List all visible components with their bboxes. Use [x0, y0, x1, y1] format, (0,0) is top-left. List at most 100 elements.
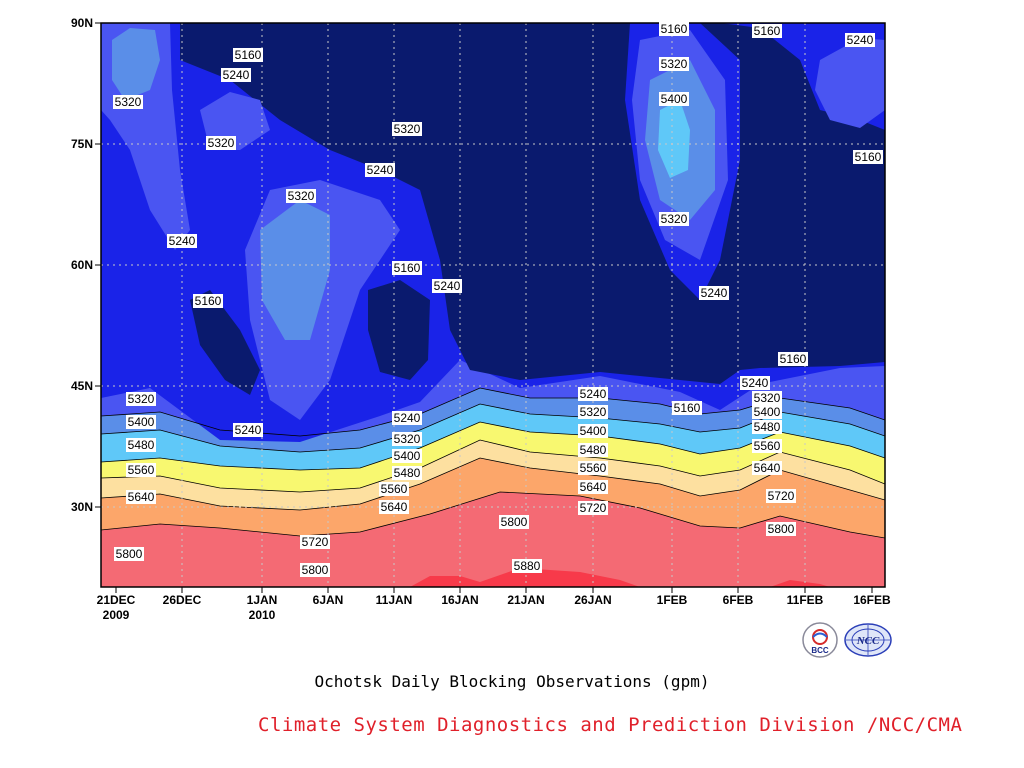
contour-label: 5240 — [845, 33, 875, 47]
x-tick-label: 26DEC — [163, 593, 202, 607]
contour-label: 5400 — [578, 424, 608, 438]
contour-label: 5400 — [126, 415, 156, 429]
svg-text:5400: 5400 — [754, 405, 781, 419]
contour-label: 5320 — [392, 432, 422, 446]
svg-text:5240: 5240 — [847, 33, 874, 47]
ncc-logo: NCC — [843, 622, 893, 658]
contour-label: 5800 — [300, 563, 330, 577]
svg-text:5160: 5160 — [674, 401, 701, 415]
svg-text:5320: 5320 — [394, 432, 421, 446]
plot-frame — [100, 22, 886, 588]
svg-text:5240: 5240 — [367, 163, 394, 177]
y-tick-label: 90N — [71, 16, 93, 30]
svg-text:5160: 5160 — [661, 22, 688, 36]
svg-text:5640: 5640 — [128, 490, 155, 504]
contour-label: 5240 — [578, 387, 608, 401]
svg-text:5640: 5640 — [754, 461, 781, 475]
contour-label: 5400 — [392, 449, 422, 463]
contour-label: 5320 — [392, 122, 422, 136]
contour-label: 5400 — [659, 92, 689, 106]
svg-text:5480: 5480 — [128, 438, 155, 452]
x-tick-label: 6FEB — [723, 593, 754, 607]
contour-label: 5240 — [233, 423, 263, 437]
svg-text:5240: 5240 — [223, 68, 250, 82]
contour-label: 5320 — [126, 392, 156, 406]
y-axis: 90N 75N 60N 45N 30N — [71, 16, 101, 514]
x-tick-label: 16JAN — [441, 593, 478, 607]
x-tick-label: 6JAN — [313, 593, 344, 607]
svg-text:5240: 5240 — [580, 387, 607, 401]
svg-text:5800: 5800 — [501, 515, 528, 529]
ncc-logo-text: NCC — [856, 635, 880, 647]
contour-label: 5640 — [126, 490, 156, 504]
svg-text:5400: 5400 — [394, 449, 421, 463]
contour-label: 5160 — [853, 150, 883, 164]
contour-label: 5480 — [578, 443, 608, 457]
contour-label: 5880 — [512, 559, 542, 573]
credit-line: Climate System Diagnostics and Predictio… — [258, 714, 963, 736]
contour-label: 5320 — [752, 391, 782, 405]
contour-label: 5560 — [126, 463, 156, 477]
svg-text:5480: 5480 — [580, 443, 607, 457]
x-tick-label: 21JAN — [507, 593, 544, 607]
svg-text:5400: 5400 — [661, 92, 688, 106]
band-5880-hot-right — [770, 580, 830, 587]
x-tick-sublabel: 2009 — [103, 608, 130, 622]
contour-label: 5560 — [752, 439, 782, 453]
contour-label: 5160 — [233, 48, 263, 62]
contour-label: 5560 — [578, 461, 608, 475]
contour-label: 5480 — [126, 438, 156, 452]
band-5880-hot — [410, 568, 640, 587]
contour-label: 5800 — [114, 547, 144, 561]
contour-label: 5320 — [113, 95, 143, 109]
contour-label: 5160 — [193, 294, 223, 308]
svg-text:5240: 5240 — [169, 234, 196, 248]
svg-text:5480: 5480 — [754, 420, 781, 434]
contour-label: 5160 — [752, 24, 782, 38]
svg-text:5320: 5320 — [580, 405, 607, 419]
blob-5480-feb — [658, 100, 690, 178]
contour-label: 5720 — [300, 535, 330, 549]
contour-label: 5640 — [379, 500, 409, 514]
svg-text:5560: 5560 — [128, 463, 155, 477]
svg-text:5240: 5240 — [434, 279, 461, 293]
svg-text:5320: 5320 — [288, 189, 315, 203]
contour-label: 5640 — [752, 461, 782, 475]
x-tick-label: 11FEB — [787, 593, 824, 607]
contour-label: 5320 — [659, 212, 689, 226]
contour-label: 5160 — [778, 352, 808, 366]
contour-label: 5320 — [286, 189, 316, 203]
y-tick-label: 30N — [71, 500, 93, 514]
contour-label: 5160 — [659, 22, 689, 36]
contour-label: 5160 — [392, 261, 422, 275]
y-tick-label: 60N — [71, 258, 93, 272]
bcc-logo-text: BCC — [811, 646, 829, 655]
x-tick-label: 16FEB — [853, 593, 891, 607]
svg-text:5320: 5320 — [208, 136, 235, 150]
contour-label: 5480 — [752, 420, 782, 434]
contour-label: 5240 — [392, 411, 422, 425]
svg-text:5240: 5240 — [235, 423, 262, 437]
svg-text:5720: 5720 — [302, 535, 329, 549]
blob-5160-left — [190, 290, 260, 395]
svg-text:5320: 5320 — [128, 392, 155, 406]
blob-5240-small — [200, 92, 270, 150]
svg-text:5880: 5880 — [514, 559, 541, 573]
contour-label: 5240 — [740, 376, 770, 390]
svg-text:5800: 5800 — [768, 522, 795, 536]
svg-text:5320: 5320 — [661, 57, 688, 71]
y-tick-label: 75N — [71, 137, 93, 151]
x-tick-label: 11JAN — [376, 593, 413, 607]
svg-text:5800: 5800 — [116, 547, 143, 561]
contour-label: 5400 — [752, 405, 782, 419]
svg-text:5640: 5640 — [580, 480, 607, 494]
contour-label: 5800 — [766, 522, 796, 536]
contour-label: 5640 — [578, 480, 608, 494]
svg-text:5160: 5160 — [754, 24, 781, 38]
svg-text:5720: 5720 — [580, 501, 607, 515]
svg-text:5640: 5640 — [381, 500, 408, 514]
svg-text:5400: 5400 — [128, 415, 155, 429]
svg-text:5160: 5160 — [855, 150, 882, 164]
y-tick-label: 45N — [71, 379, 93, 393]
